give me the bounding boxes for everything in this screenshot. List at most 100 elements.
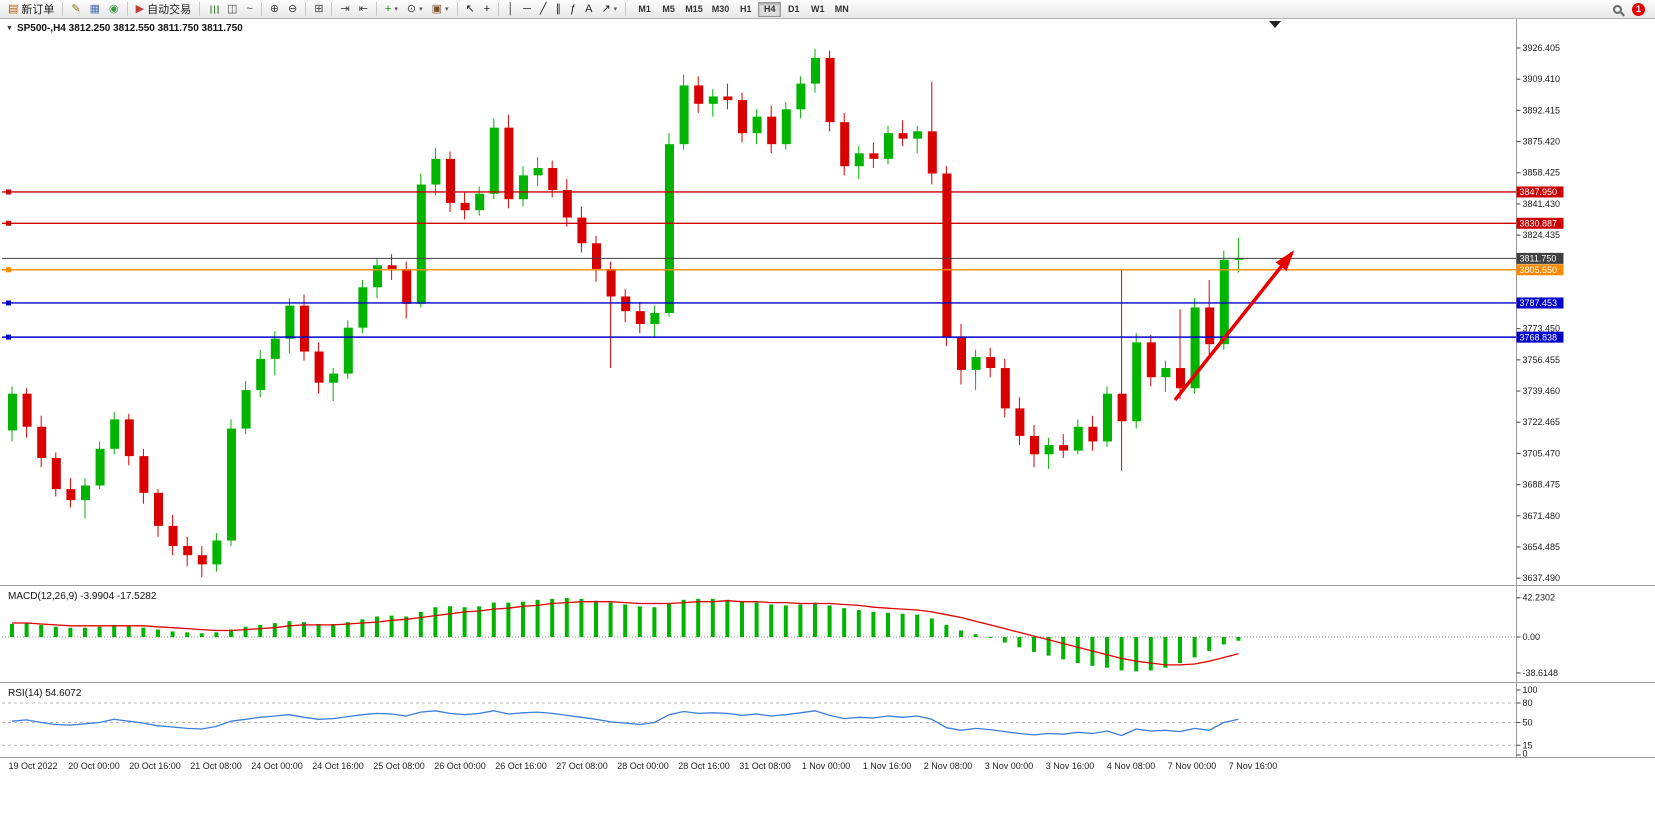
chart-title-text: SP500-,H4 3812.250 3812.550 3811.750 381… [16,23,243,34]
autotrading-button[interactable]: ▶ 自动交易 [132,1,195,18]
market-refresh-button[interactable]: ◉ [105,1,123,18]
price-badge [1516,186,1564,198]
timeframe-button-w1[interactable]: W1 [810,4,825,14]
line-handle[interactable] [6,220,11,226]
bar-chart-mode-button[interactable]: ☰ [204,1,222,18]
macd-histogram-bar [725,599,730,637]
macd-histogram-bar [375,616,379,637]
candle-body [460,202,470,211]
vline-tool-button[interactable]: │ [503,1,518,18]
new-order-icon: ▤ [8,2,19,15]
candle-body [884,133,893,159]
macd-tick-label: -38.6148 [1523,668,1559,678]
macd-histogram-bar [1105,637,1109,668]
rsi-pane [11,710,1239,737]
text-tool-button[interactable]: A [581,1,596,18]
search-icon[interactable] [1613,4,1622,14]
trendline-tool-button[interactable]: ╱ [536,1,551,18]
zoom-out-button[interactable]: ⊖ [284,1,301,18]
timeframe-button-mn[interactable]: MN [834,4,849,14]
time-tick-label: 24 Oct 16:00 [312,761,364,771]
templates-button[interactable]: ▣ ▾ [428,1,453,18]
candle-body [343,327,353,374]
macd-histogram-bar [900,613,905,637]
timeframe-button-h1[interactable]: H1 [739,4,752,14]
periods-button[interactable]: ⊙ ▾ [403,1,427,18]
macd-histogram-bar [39,624,44,637]
crosshair-tool-button[interactable]: + [480,1,494,18]
macd-histogram-bar [491,602,496,637]
indicator-axis: 42.2302 0.00 -38.6148 100 80 50 150 [1516,593,1559,759]
candle-body [256,358,266,391]
candle-body [942,173,952,337]
macd-histogram-bar [126,625,131,637]
collapse-icon[interactable]: ▼ [6,25,13,32]
macd-histogram-bar [331,623,336,637]
chart-area[interactable]: ▼ SP500-,H4 3812.250 3812.550 3811.750 3… [0,19,1655,819]
auto-scroll-button[interactable]: ⇥ [336,1,353,18]
macd-histogram-bar [521,601,525,637]
trend-arrow-annotation[interactable] [1173,250,1295,402]
macd-histogram-bar [827,605,832,637]
candle-body [1044,445,1054,455]
candle-mode-button[interactable]: ◫ [223,1,241,18]
rsi-tick-label: 100 [1523,685,1538,695]
candle-body [796,83,806,110]
toolbar-separator [375,2,377,16]
line-handle[interactable] [6,300,11,306]
price-badge [1516,331,1564,343]
macd-histogram-bar [258,624,263,637]
macd-histogram-bar [156,629,160,637]
cursor-tool-button[interactable]: ↖ [462,1,479,18]
timeframe-button-m15[interactable]: M15 [685,4,703,14]
macd-histogram-bar [973,634,978,637]
macd-histogram-bar [1046,637,1051,656]
line-handle[interactable] [6,189,11,195]
candle-body [562,190,572,218]
price-tick-label: 3722.465 [1523,417,1561,427]
timeframe-button-d1[interactable]: D1 [787,4,800,14]
notification-badge[interactable]: 1 [1632,2,1645,16]
timeframe-button-h4[interactable]: H4 [758,1,782,17]
channel-tool-button[interactable]: ∥ [551,1,565,18]
time-axis: 19 Oct 2022 20 Oct 00:00 20 Oct 16:00 21 Oc… [8,761,1277,771]
macd-histogram-bar [623,604,628,637]
candle-body [840,122,850,167]
chart-canvas[interactable]: 3926.405 3909.410 3892.415 3875.420 3858.425… [0,19,1655,819]
line-mode-button[interactable]: ~ [242,1,256,18]
price-tick-label: 3756.455 [1523,355,1561,365]
toolbar-button-group: ▤ 新订单 ✎ ▦ ◉ ▶ 自动交易 ☰ ◫ ~ ⊕ ⊖ ⊞ ⇥ ⇤ + ▾ ⊙ ▾ ▣ ▾ ↖ + │ ─ ╱ ∥ ƒ A ↗ ▾ [4,1,629,18]
macd-histogram-bar [856,610,861,637]
zoom-in-button[interactable]: ⊕ [266,1,283,18]
price-badge [1516,252,1564,264]
candle-body [606,268,616,297]
level-lines-layer [2,189,1517,340]
toolbar-separator [498,2,500,16]
price-tick-label: 3926.405 [1523,43,1561,53]
macd-histogram-bar [871,611,876,637]
fibonacci-tool-button[interactable]: ƒ [566,1,580,18]
chart-pen-button[interactable]: ✎ [67,1,84,18]
chart-shift-button[interactable]: ⇤ [355,1,372,18]
chart-shift-marker-icon[interactable] [1269,21,1281,28]
line-handle[interactable] [6,267,11,273]
price-badge-label: 3805.550 [1520,265,1558,275]
tile-windows-button[interactable]: ⊞ [310,1,327,18]
hline-tool-button[interactable]: ─ [519,1,535,18]
new-order-button[interactable]: ▤ 新订单 [4,1,58,18]
candle-body [139,456,149,493]
toolbar-separator [625,2,627,16]
timeframe-button-m5[interactable]: M5 [662,4,675,14]
timeframe-button-m1[interactable]: M1 [638,4,651,14]
macd-histogram-bar [929,618,934,637]
rsi-tick-label: 80 [1523,698,1533,708]
arrows-tool-button[interactable]: ↗ ▾ [597,1,621,18]
candle-body [1146,342,1156,378]
timeframe-button-m30[interactable]: M30 [711,4,730,14]
line-handle[interactable] [6,334,11,340]
tile-windows-icon: ⊞ [314,2,324,15]
candle-body [825,57,835,123]
candle-body [723,96,733,101]
chart-window-button[interactable]: ▦ [86,1,104,18]
add-indicator-button[interactable]: + ▾ [381,1,402,18]
